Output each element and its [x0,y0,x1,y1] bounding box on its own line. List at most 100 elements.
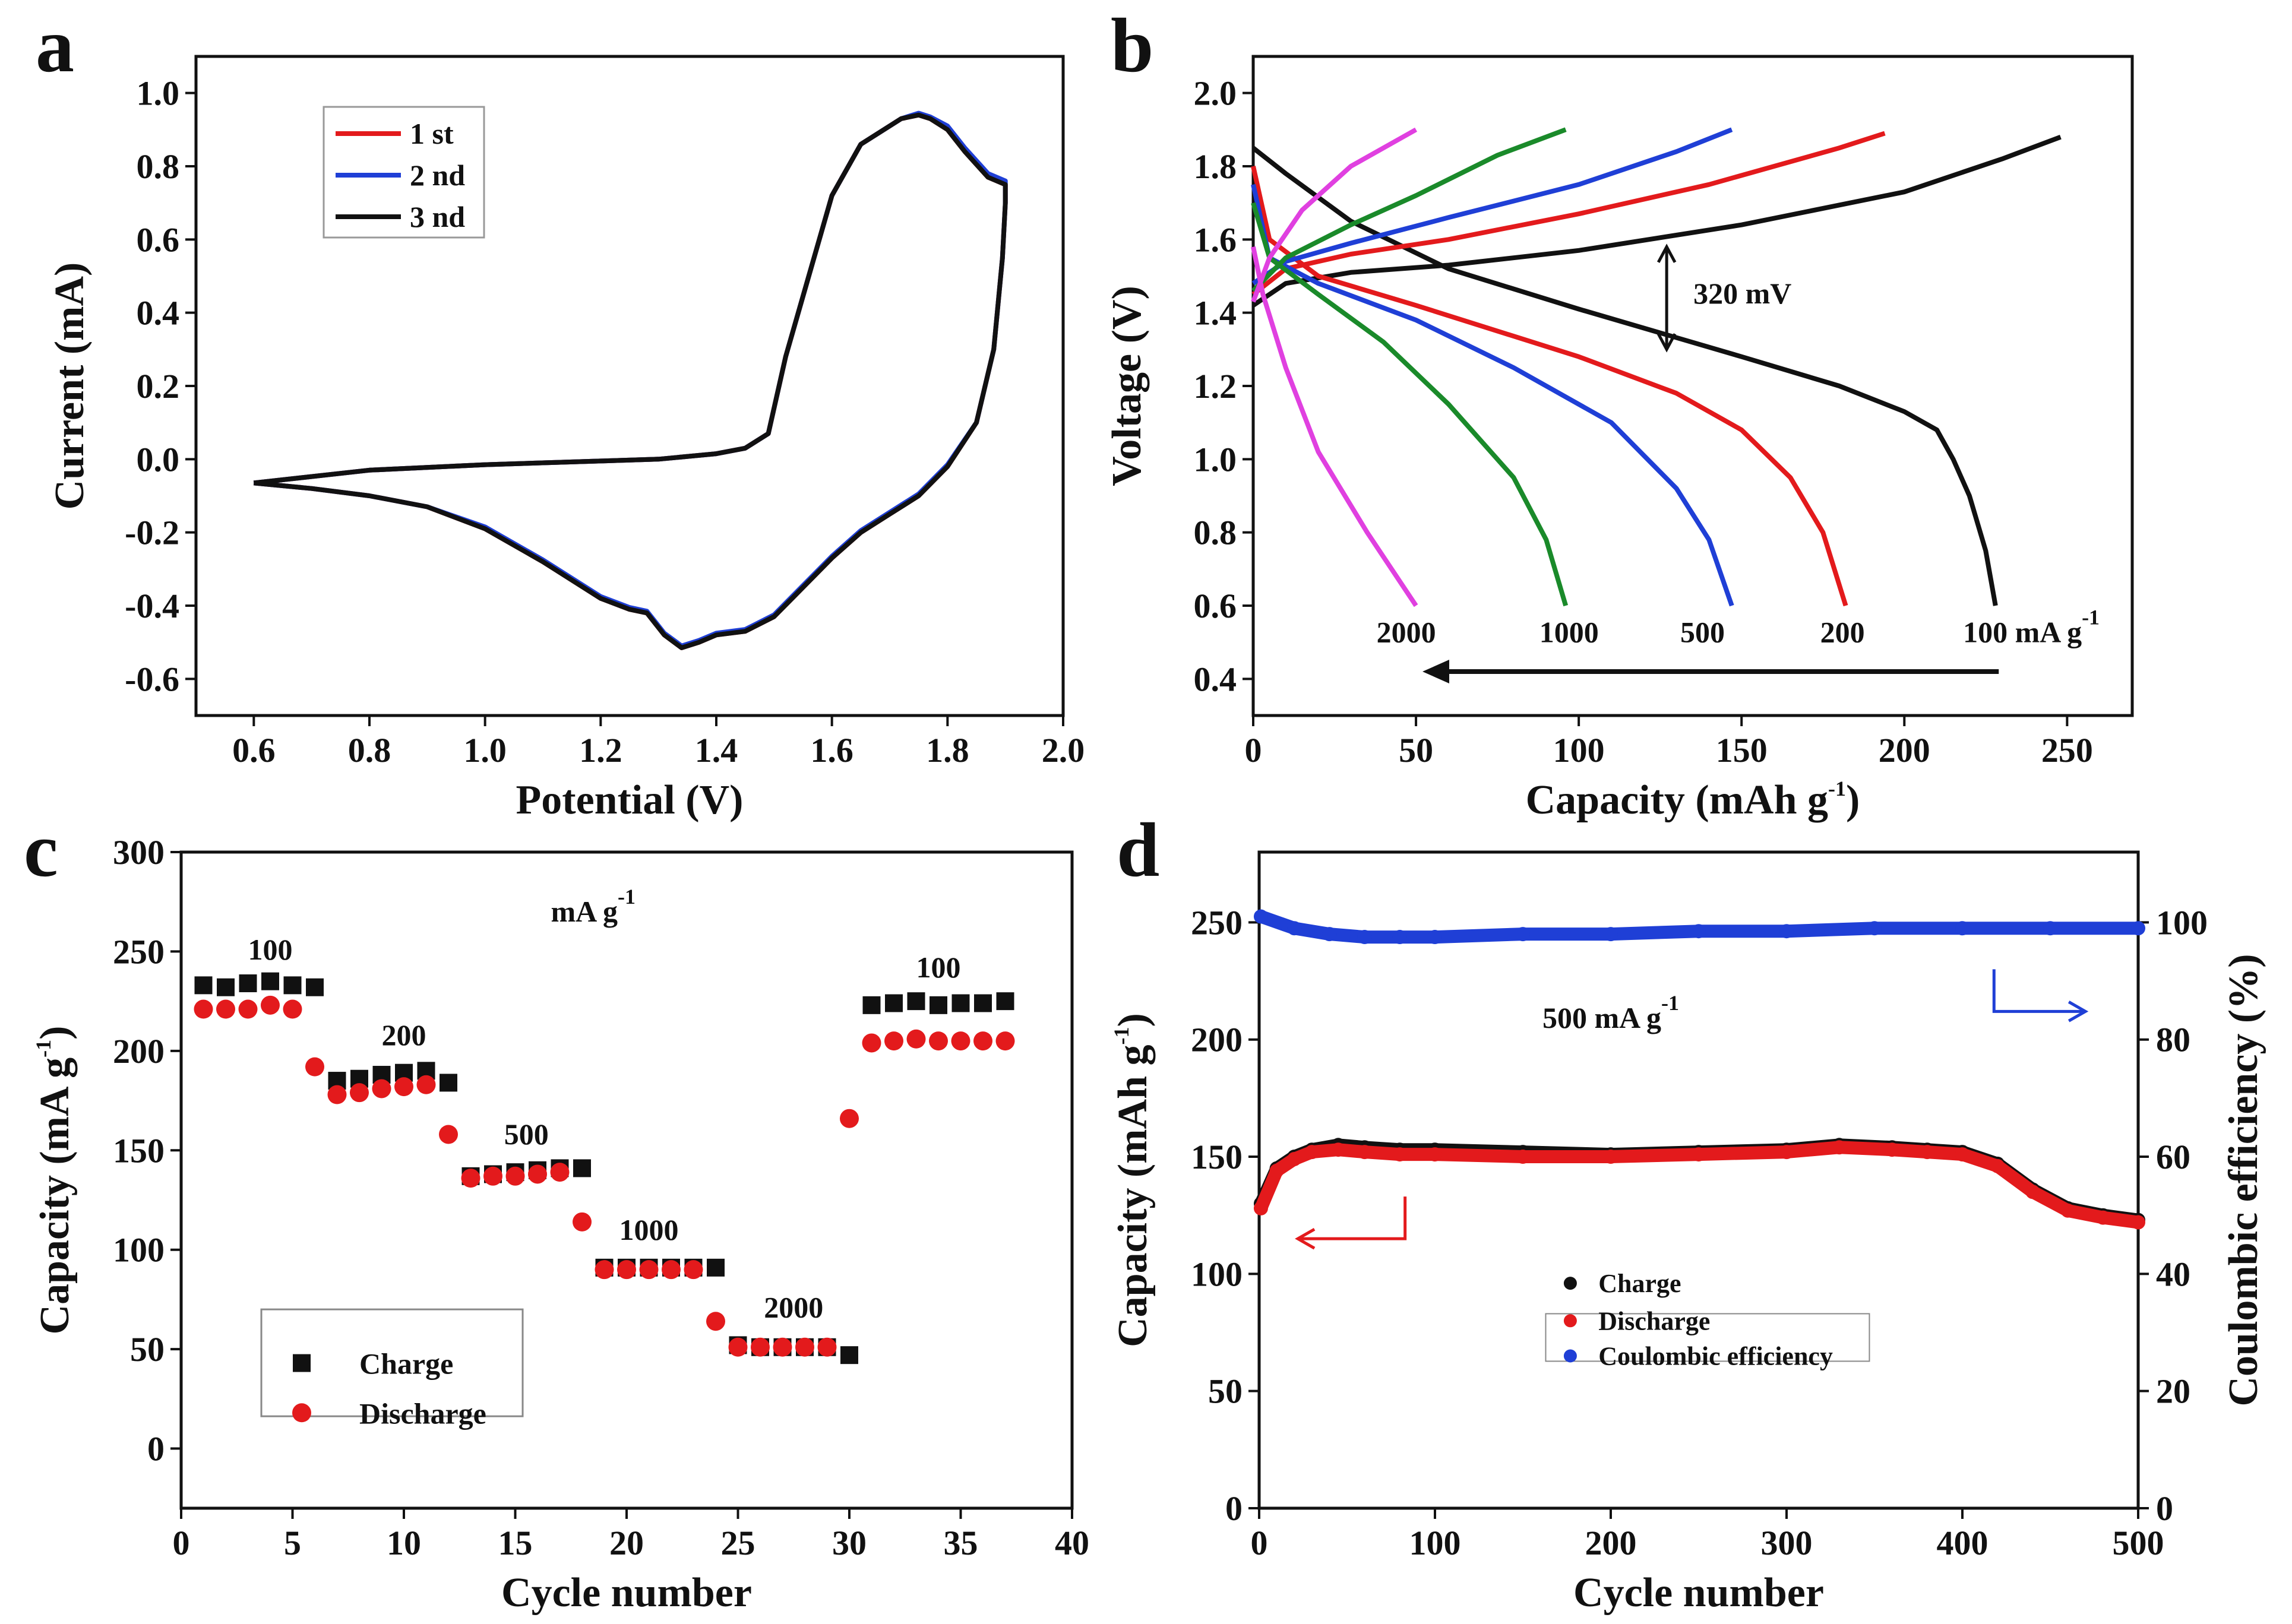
gap-label: 320 mV [1693,277,1791,310]
data-point-charge [194,976,213,995]
rate-label: 2000 [1377,616,1436,649]
data-point-discharge [862,1033,881,1053]
x-tick-label: 1.6 [810,731,853,770]
rate-label: 1000 [619,1213,679,1246]
data-point-discharge [372,1079,391,1099]
x-tick-label: 150 [1716,731,1768,770]
gap-arrow-head [1656,333,1677,353]
data-point [2060,1203,2075,1218]
data-point-discharge [573,1212,592,1232]
data-point-charge [573,1159,591,1177]
data-point-discharge [261,995,280,1015]
x-tick-label: 2.0 [1042,731,1085,770]
data-point [1692,924,1706,939]
y-tick-label: 100 [113,1231,165,1270]
data-point [1428,930,1442,945]
data-point-discharge [595,1260,614,1280]
data-point-charge [996,992,1014,1011]
x-tick-label: 0.6 [232,731,276,770]
y-tick-label: -0.6 [125,660,179,698]
y2-tick-label: 0 [2156,1489,2173,1528]
x-tick-label: 0.8 [348,731,391,770]
panel-letter-d: d [1117,808,1159,893]
y-tick-label: 1.4 [1194,294,1237,333]
data-point-discharge [528,1164,547,1184]
y-tick-label: 0.8 [137,147,180,186]
panel-letter-a: a [36,3,74,88]
data-point [1779,1145,1794,1160]
data-point-charge [261,972,279,990]
panel-d: d0 100 200 300 400 50005010015020025002040608… [1109,808,2266,1616]
data-point [1287,921,1302,936]
data-point-discharge [283,999,302,1019]
y-tick-label: 0.2 [137,367,180,406]
x-tick-label: 200 [1879,731,1930,770]
rate-label: 200 [1820,616,1865,649]
data-point [1779,924,1794,939]
y2-tick-label: 60 [2156,1138,2190,1176]
legend-label: Discharge [1598,1306,1710,1335]
legend-marker [1563,1349,1577,1363]
axis-arrow-right [1992,969,2086,1013]
series-line-b-0 [1251,146,1998,606]
data-point [1990,1158,2005,1173]
panel-letter-b: b [1111,3,1153,88]
y-tick-label: 0.0 [137,440,180,479]
x-tick-label: 30 [832,1524,867,1562]
y-tick-label: 1.0 [137,74,180,113]
data-point-discharge [751,1337,770,1357]
x-tick-label: 1.2 [579,731,622,770]
data-point-discharge [929,1031,948,1051]
data-point [1955,1147,1969,1162]
data-point [2025,1185,2040,1199]
series-line-b-3 [1251,131,1886,296]
data-point [1331,1142,1346,1157]
data-point-discharge [194,999,213,1019]
legend-label: Discharge [359,1397,486,1430]
data-point [1604,927,1618,942]
data-point-charge [217,978,235,996]
data-point-charge [239,974,257,992]
series-line-b-4 [1251,183,1734,607]
legend-box [323,106,485,239]
data-point [1885,1142,1899,1157]
axis-arrow-left [1298,1196,1407,1240]
rate-label: 2000 [764,1291,823,1324]
data-point-charge [885,994,903,1012]
data-point [1867,921,1882,936]
data-point-charge [707,1258,725,1277]
data-point-charge [930,996,947,1014]
y-tick-label: -0.4 [125,587,179,625]
rate-annotation: 500 mA g-1 [1542,991,1679,1034]
y-tick-label: 1.8 [1194,147,1237,186]
data-point [1516,927,1530,942]
rate-arrow-head [1422,660,1450,683]
y-tick-label: 0.4 [137,294,180,333]
data-point [1832,1140,1847,1155]
y2-tick-label: 100 [2156,903,2208,942]
data-point-discharge [840,1109,859,1128]
legend-label: 1 st [410,117,454,150]
data-point-discharge [461,1169,480,1188]
rate-label: 100 [916,951,961,984]
data-point [1269,1163,1284,1178]
x-tick-label: 100 [1553,731,1605,770]
legend: 1 st 2 nd 3 nd [323,106,485,239]
data-point-discharge [639,1260,659,1280]
data-point [1357,930,1372,945]
x-tick-label: 0 [1251,1524,1268,1562]
data-point [1253,1201,1268,1215]
series-line-b-9 [1251,127,1418,303]
data-point-discharge [884,1031,903,1051]
data-point-discharge [995,1031,1015,1051]
x-tick-label: 300 [1761,1524,1813,1562]
y2-axis-title: Coulombic efficiency (%) [2221,954,2266,1406]
data-point-discharge [617,1260,636,1280]
data-point-discharge [728,1337,748,1357]
plot-frame [1257,850,2140,1510]
y-tick-label: 250 [113,932,165,971]
y-tick-label: 0.6 [1194,587,1237,625]
x-tick-label: 100 [1409,1524,1461,1562]
series-line-b-5 [1251,127,1733,286]
legend-label: Coulombic efficiency [1598,1341,1833,1370]
